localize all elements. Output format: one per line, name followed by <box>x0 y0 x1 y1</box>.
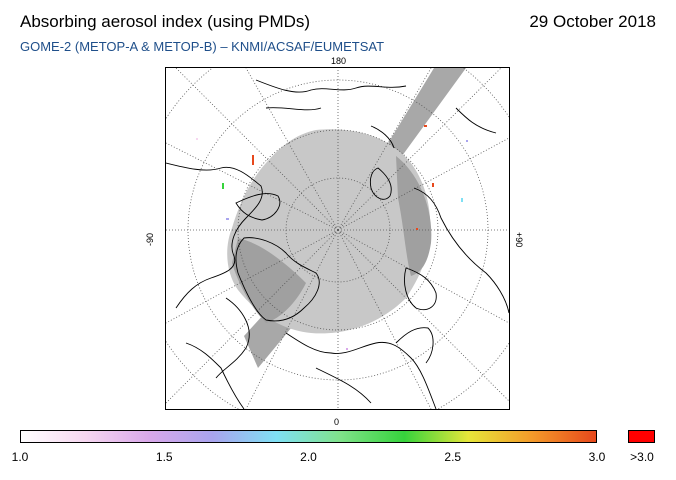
map-date: 29 October 2018 <box>529 12 656 31</box>
colorbar-tick-label: 1.5 <box>155 450 173 464</box>
colorbar-tick-label: 2.0 <box>300 450 317 464</box>
polar-map <box>165 67 510 410</box>
lon-label-minus-90: -90 <box>145 232 155 246</box>
polar-map-svg <box>166 68 509 409</box>
colorbar-over-label: >3.0 <box>630 450 654 464</box>
lon-label-180: 180 <box>331 56 347 66</box>
colorbar <box>20 430 597 443</box>
map-subtitle: GOME-2 (METOP-A & METOP-B) – KNMI/ACSAF/… <box>20 39 385 54</box>
colorbar-over-range-box <box>628 430 655 443</box>
lon-label-0: 0 <box>334 417 340 427</box>
coastlines <box>166 79 509 409</box>
aerosol-specks <box>196 125 468 350</box>
swath-overlap-right <box>396 156 432 276</box>
map-title: Absorbing aerosol index (using PMDs) <box>20 12 311 31</box>
lon-label-plus-90: +90 <box>514 232 524 248</box>
colorbar-tick-label: 1.0 <box>11 450 29 464</box>
longitude-grid <box>166 68 509 409</box>
colorbar-tick-label: 2.5 <box>444 450 462 464</box>
colorbar-tick-label: 3.0 <box>588 450 606 464</box>
swath-overlap-left <box>232 238 306 323</box>
